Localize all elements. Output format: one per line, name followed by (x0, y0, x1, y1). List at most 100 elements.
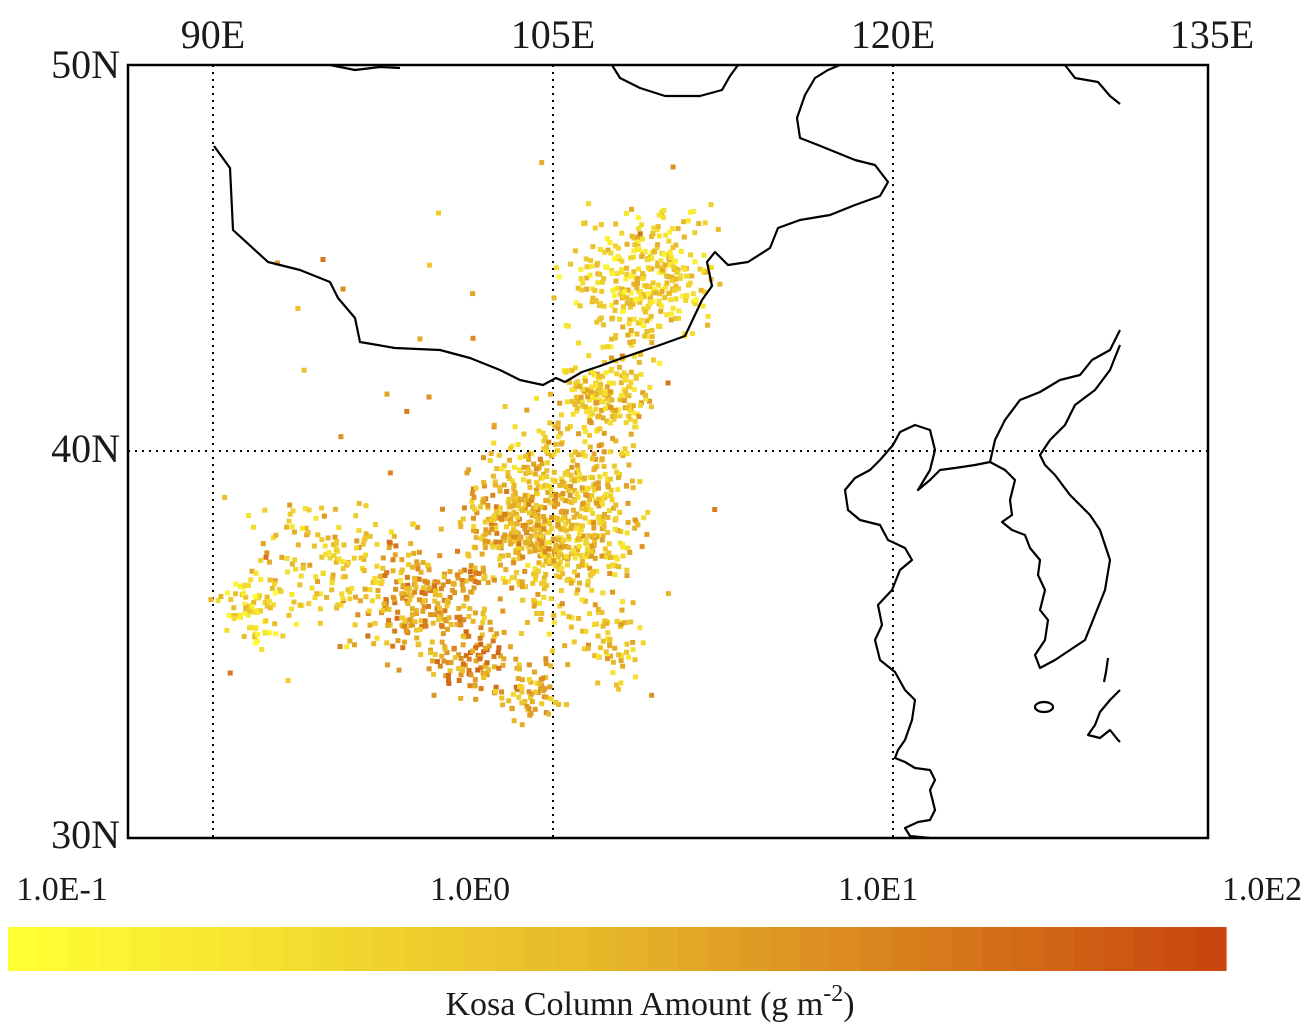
dust-point (640, 271, 646, 277)
dust-point (531, 598, 537, 603)
dust-point (558, 544, 564, 550)
dust-point (609, 316, 615, 322)
dust-point (552, 504, 558, 510)
dust-point (615, 285, 621, 291)
dust-point (619, 607, 625, 613)
dust-point (336, 556, 342, 562)
dust-point (444, 626, 450, 632)
dust-point (356, 545, 362, 550)
dust-point (515, 514, 520, 520)
dust-point (618, 529, 624, 534)
dust-point (481, 606, 487, 612)
dust-point (380, 565, 386, 571)
dust-point (613, 438, 619, 444)
dust-point (218, 594, 224, 599)
dust-point (616, 254, 621, 260)
dust-point (517, 553, 523, 559)
colorbar-segment (677, 927, 709, 971)
dust-point (644, 283, 650, 289)
dust-point (550, 536, 556, 542)
dust-point (595, 606, 601, 612)
dust-point (583, 256, 589, 262)
dust-point (477, 635, 483, 641)
dust-point (412, 589, 418, 595)
dust-point (472, 565, 478, 571)
dust-point (591, 520, 597, 526)
colorbar-segment (68, 927, 100, 971)
dust-point (617, 509, 623, 515)
dust-point (267, 577, 273, 583)
dust-point (558, 476, 564, 482)
dust-point (392, 628, 398, 634)
dust-point (386, 606, 392, 612)
dust-point (353, 513, 359, 519)
dust-point (249, 604, 255, 610)
dust-point (477, 656, 483, 662)
dust-point (630, 600, 636, 606)
dust-point (438, 610, 444, 616)
dust-point (541, 471, 547, 477)
dust-point (483, 496, 489, 502)
dust-point (366, 608, 372, 614)
dust-point (608, 487, 614, 493)
dust-point (291, 599, 297, 605)
dust-point (537, 553, 543, 559)
dust-point (249, 609, 255, 615)
dust-point (519, 722, 525, 728)
dust-point (540, 430, 546, 436)
dust-point (687, 209, 693, 215)
dust-point (443, 618, 449, 624)
dust-point (536, 516, 541, 522)
dust-point (571, 548, 577, 554)
dust-point (462, 634, 468, 640)
dust-point (498, 653, 503, 659)
dust-point (624, 450, 630, 456)
dust-point (369, 598, 375, 604)
dust-point (632, 657, 638, 663)
dust-point (528, 710, 534, 716)
dust-point (432, 651, 438, 657)
dust-point (636, 215, 641, 221)
dust-point (647, 300, 653, 306)
dust-point (588, 553, 594, 559)
dust-point (645, 509, 651, 515)
dust-point (411, 550, 417, 556)
dust-point (667, 249, 673, 255)
dust-point (242, 582, 248, 588)
dust-point (702, 220, 708, 226)
dust-point (701, 289, 707, 295)
dust-point (580, 387, 586, 393)
dust-point (581, 553, 587, 559)
dust-point (538, 616, 544, 622)
dust-point (483, 664, 489, 669)
dust-point (626, 654, 632, 660)
tsushima-fragment (1102, 657, 1110, 683)
dust-point (409, 592, 415, 598)
dust-point (463, 653, 469, 659)
dust-point (355, 612, 361, 618)
dust-point (544, 556, 550, 561)
dust-point (645, 265, 651, 271)
dust-point (534, 519, 540, 525)
dust-point (289, 592, 295, 597)
dust-point (502, 511, 508, 517)
dust-point (575, 285, 581, 291)
colorbar-segment (556, 927, 588, 971)
dust-point (634, 280, 640, 286)
dust-point (612, 256, 617, 262)
dust-point (588, 507, 594, 513)
dust-point (482, 531, 488, 537)
dust-point (241, 591, 247, 596)
dust-point (561, 537, 567, 543)
dust-point (673, 283, 679, 289)
dust-point (233, 591, 238, 597)
dust-point (557, 431, 563, 437)
dust-point (636, 266, 642, 272)
dust-point (534, 680, 540, 686)
dust-point (347, 638, 353, 644)
dust-point (509, 585, 515, 591)
dust-point (579, 399, 585, 405)
dust-point (243, 594, 249, 600)
dust-point (612, 572, 618, 578)
dust-point (613, 515, 619, 521)
